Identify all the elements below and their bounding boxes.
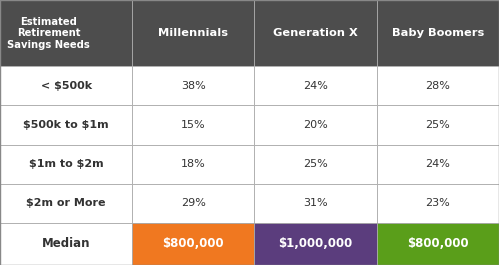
Bar: [0, 105, 132, 144]
Text: 18%: 18%: [181, 159, 206, 169]
Bar: [377, 223, 499, 265]
Bar: [0, 223, 132, 265]
Text: 25%: 25%: [426, 120, 450, 130]
Text: \$500k to \$1m: \$500k to \$1m: [23, 120, 109, 130]
Bar: [377, 184, 499, 223]
Text: 31%: 31%: [303, 198, 328, 208]
Bar: [377, 0, 499, 66]
Bar: [254, 105, 377, 144]
Bar: [132, 223, 254, 265]
Bar: [132, 66, 254, 105]
Text: 24%: 24%: [303, 81, 328, 91]
Text: 25%: 25%: [303, 159, 328, 169]
Bar: [0, 144, 132, 184]
Text: < \$500k: < \$500k: [40, 81, 92, 91]
Text: 23%: 23%: [426, 198, 450, 208]
Text: \$800,000: \$800,000: [407, 237, 469, 250]
Text: 24%: 24%: [426, 159, 450, 169]
Text: 38%: 38%: [181, 81, 206, 91]
Bar: [254, 184, 377, 223]
Text: \$1,000,000: \$1,000,000: [278, 237, 353, 250]
Bar: [254, 144, 377, 184]
Text: 20%: 20%: [303, 120, 328, 130]
Bar: [254, 0, 377, 66]
Text: Generation X: Generation X: [273, 28, 358, 38]
Bar: [132, 184, 254, 223]
Text: 15%: 15%: [181, 120, 206, 130]
Bar: [254, 66, 377, 105]
Bar: [254, 223, 377, 265]
Text: 28%: 28%: [426, 81, 450, 91]
Bar: [0, 66, 132, 105]
Text: Millennials: Millennials: [158, 28, 229, 38]
Bar: [0, 184, 132, 223]
Text: \$800,000: \$800,000: [163, 237, 224, 250]
Text: Median: Median: [42, 237, 90, 250]
Text: Estimated
Retirement
Savings Needs: Estimated Retirement Savings Needs: [7, 16, 90, 50]
Text: Baby Boomers: Baby Boomers: [392, 28, 484, 38]
Bar: [377, 105, 499, 144]
Bar: [377, 144, 499, 184]
Text: \$2m or More: \$2m or More: [26, 198, 106, 208]
Bar: [377, 66, 499, 105]
Bar: [132, 105, 254, 144]
Text: \$1m to \$2m: \$1m to \$2m: [29, 159, 103, 169]
Bar: [132, 0, 254, 66]
Bar: [132, 144, 254, 184]
Bar: [0, 0, 132, 66]
Text: 29%: 29%: [181, 198, 206, 208]
